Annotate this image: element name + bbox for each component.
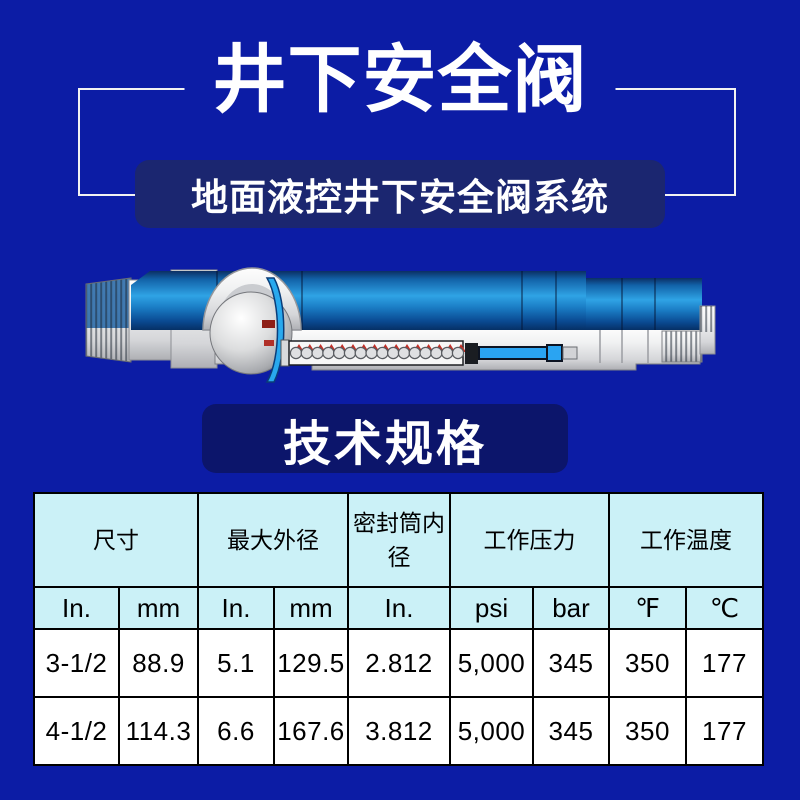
valve-right-threads [661,305,716,363]
table-cell: 3.812 [347,696,451,766]
group-header: 工作温度 [608,492,764,588]
unit-header: In. [347,586,451,630]
spec-table-group-row: 尺寸 最大外径 密封筒内径 工作压力 工作温度 [33,492,764,588]
unit-header: mm [118,586,199,630]
table-cell: 5,000 [449,696,534,766]
unit-header: bar [532,586,610,630]
table-cell: 6.6 [197,696,275,766]
page-title: 井下安全阀 [184,30,616,130]
table-cell: 88.9 [118,628,199,698]
table-cell: 4-1/2 [33,696,120,766]
valve-body-joints [599,330,649,363]
table-cell: 350 [608,696,687,766]
table-cell: 177 [685,696,764,766]
section-title-text: 技术规格 [282,417,487,471]
table-row: 4-1/2 114.3 6.6 167.6 3.812 5,000 345 350 177 [33,696,764,766]
table-cell: 129.5 [273,628,349,698]
table-cell: 345 [532,628,610,698]
table-cell: 5,000 [449,628,534,698]
spec-table-body: 3-1/2 88.9 5.1 129.5 2.812 5,000 345 350 177 4-1/… [33,628,764,766]
subtitle-text: 地面液控井下安全阀系统 [191,177,609,218]
group-header: 工作压力 [449,492,610,588]
spec-table: 尺寸 最大外径 密封筒内径 工作压力 工作温度 In. mm In. mm In. psi bar ℉… [33,492,764,766]
group-header: 密封筒内径 [347,492,451,588]
table-cell: 167.6 [273,696,349,766]
table-cell: 3-1/2 [33,628,120,698]
valve-ball [209,291,293,375]
table-cell: 345 [532,696,610,766]
unit-header: psi [449,586,534,630]
spec-table-unit-row: In. mm In. mm In. psi bar ℉ ℃ [33,586,764,630]
unit-header: mm [273,586,349,630]
unit-header: ℃ [685,586,764,630]
table-cell: 2.812 [347,628,451,698]
valve-cutaway-illustration [0,240,800,410]
group-header: 尺寸 [33,492,199,588]
unit-header: ℉ [608,586,687,630]
group-header: 最大外径 [197,492,349,588]
table-cell: 350 [608,628,687,698]
valve-flapper [262,277,285,383]
table-cell: 114.3 [118,696,199,766]
valve-hydraulic-line [465,343,578,364]
valve-left-threads [85,277,132,363]
unit-header: In. [197,586,275,630]
table-cell: 5.1 [197,628,275,698]
valve-spring [280,339,467,367]
table-row: 3-1/2 88.9 5.1 129.5 2.812 5,000 345 350 177 [33,628,764,698]
subtitle-box: 地面液控井下安全阀系统 [135,160,665,228]
unit-header: In. [33,586,120,630]
valve-cutaway-svg [85,267,716,383]
section-title-box: 技术规格 [202,404,568,473]
table-cell: 177 [685,628,764,698]
